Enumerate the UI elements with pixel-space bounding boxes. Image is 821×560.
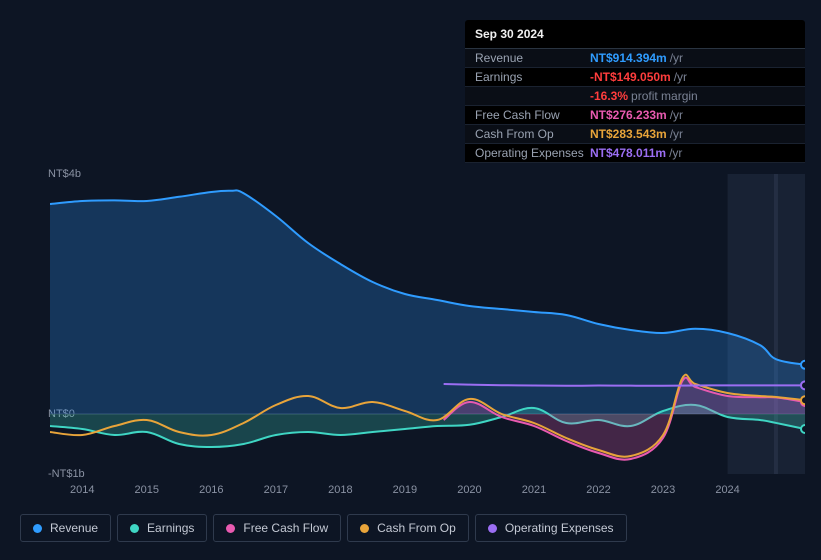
- legend-item-free-cash-flow[interactable]: Free Cash Flow: [213, 514, 341, 542]
- tooltip-row-label: Free Cash Flow: [475, 107, 590, 123]
- tooltip-date: Sep 30 2024: [465, 20, 805, 49]
- x-axis-label: 2018: [328, 484, 352, 496]
- legend: Revenue Earnings Free Cash Flow Cash From O…: [20, 514, 627, 542]
- x-axis-label: 2017: [264, 484, 288, 496]
- tooltip-row-value: -NT$149.050m: [590, 69, 671, 85]
- x-axis-label: 2019: [393, 484, 417, 496]
- x-axis-label: 2014: [70, 484, 94, 496]
- x-axis-label: 2023: [651, 484, 675, 496]
- legend-swatch: [488, 524, 497, 533]
- legend-swatch: [226, 524, 235, 533]
- tooltip-row-suffix: /yr: [674, 69, 687, 85]
- legend-label: Free Cash Flow: [243, 521, 328, 535]
- x-axis-label: 2021: [522, 484, 546, 496]
- tooltip-row-value: NT$914.394m: [590, 50, 667, 66]
- x-axis-label: 2015: [135, 484, 159, 496]
- legend-label: Earnings: [147, 521, 194, 535]
- tooltip-extra-row: -16.3% profit margin: [465, 87, 805, 106]
- tooltip-row-label: Earnings: [475, 69, 590, 85]
- tooltip-row-label: Cash From Op: [475, 126, 590, 142]
- tooltip-row-value: NT$276.233m: [590, 107, 667, 123]
- chart-area: NT$4bNT$0-NT$1b 201420152016201720182019…: [15, 160, 805, 480]
- legend-item-operating-expenses[interactable]: Operating Expenses: [475, 514, 627, 542]
- legend-label: Revenue: [50, 521, 98, 535]
- tooltip-row: Earnings-NT$149.050m/yr: [465, 68, 805, 87]
- x-axis-label: 2022: [586, 484, 610, 496]
- tooltip-row-suffix: /yr: [669, 145, 682, 161]
- legend-swatch: [360, 524, 369, 533]
- legend-item-cash-from-op[interactable]: Cash From Op: [347, 514, 469, 542]
- x-axis-label: 2016: [199, 484, 223, 496]
- legend-swatch: [130, 524, 139, 533]
- legend-label: Cash From Op: [377, 521, 456, 535]
- tooltip-row: Free Cash FlowNT$276.233m/yr: [465, 106, 805, 125]
- line-chart[interactable]: [50, 174, 805, 474]
- tooltip-row-label: Revenue: [475, 50, 590, 66]
- tooltip-row-suffix: /yr: [670, 50, 683, 66]
- legend-swatch: [33, 524, 42, 533]
- x-axis-label: 2024: [715, 484, 739, 496]
- x-axis-label: 2020: [457, 484, 481, 496]
- legend-item-revenue[interactable]: Revenue: [20, 514, 111, 542]
- tooltip-row-value: NT$283.543m: [590, 126, 667, 142]
- tooltip-row-value: NT$478.011m: [590, 145, 666, 161]
- tooltip-row-suffix: /yr: [670, 107, 683, 123]
- legend-label: Operating Expenses: [505, 521, 614, 535]
- tooltip-row-suffix: /yr: [670, 126, 683, 142]
- tooltip-panel: Sep 30 2024 RevenueNT$914.394m/yrEarning…: [465, 20, 805, 163]
- tooltip-row: Cash From OpNT$283.543m/yr: [465, 125, 805, 144]
- legend-item-earnings[interactable]: Earnings: [117, 514, 207, 542]
- tooltip-row: Operating ExpensesNT$478.011m/yr: [465, 144, 805, 163]
- tooltip-row-label: Operating Expenses: [475, 145, 590, 161]
- tooltip-row: RevenueNT$914.394m/yr: [465, 49, 805, 68]
